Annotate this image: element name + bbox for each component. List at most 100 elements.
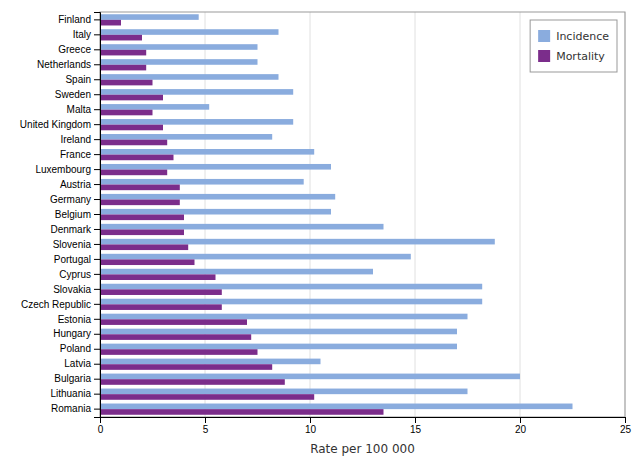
y-tick: Slovakia bbox=[53, 284, 100, 295]
y-tick-line bbox=[94, 169, 100, 170]
x-tick-line bbox=[205, 417, 206, 423]
bar bbox=[100, 409, 384, 415]
bar bbox=[100, 359, 321, 365]
y-tick: Lithuania bbox=[50, 388, 100, 399]
series bbox=[100, 14, 573, 409]
bar bbox=[100, 314, 468, 320]
bar bbox=[100, 140, 167, 146]
x-tick-line bbox=[625, 417, 626, 423]
bar bbox=[100, 194, 335, 200]
x-tick-label: 0 bbox=[98, 424, 104, 435]
bar bbox=[100, 364, 272, 370]
bar bbox=[100, 379, 285, 385]
bar bbox=[100, 389, 468, 395]
bar bbox=[100, 179, 304, 185]
y-tick-label: Netherlands bbox=[37, 59, 91, 70]
bar bbox=[100, 164, 331, 170]
bar bbox=[100, 119, 293, 125]
grid-line bbox=[520, 12, 521, 417]
bar bbox=[100, 344, 457, 350]
y-tick-line bbox=[94, 94, 100, 95]
legend-swatch bbox=[538, 30, 550, 42]
legend-item: Mortality bbox=[538, 50, 605, 63]
bar bbox=[100, 304, 222, 310]
y-tick-line bbox=[94, 259, 100, 260]
bar bbox=[100, 374, 520, 380]
x-tick-label: 5 bbox=[203, 424, 209, 435]
y-tick: Germany bbox=[50, 194, 100, 205]
bar bbox=[100, 185, 180, 191]
x-tick: 25 bbox=[620, 417, 632, 435]
y-tick-line bbox=[94, 184, 100, 185]
bar bbox=[100, 215, 184, 221]
y-tick: Netherlands bbox=[37, 59, 100, 70]
bar bbox=[100, 284, 482, 290]
x-axis-title: Rate per 100 000 bbox=[310, 442, 415, 456]
bar bbox=[100, 35, 142, 41]
bar bbox=[100, 50, 146, 56]
y-tick-label: Greece bbox=[58, 44, 91, 55]
bar bbox=[100, 149, 314, 155]
y-tick-label: Austria bbox=[60, 179, 92, 190]
y-tick-line bbox=[94, 124, 100, 125]
y-tick-line bbox=[94, 79, 100, 80]
y-tick-label: Romania bbox=[51, 403, 91, 414]
bar bbox=[100, 269, 373, 275]
bar bbox=[100, 259, 195, 265]
bar bbox=[100, 80, 153, 86]
y-tick-line bbox=[94, 34, 100, 35]
bar bbox=[100, 59, 258, 65]
bar bbox=[100, 274, 216, 280]
y-tick-label: Ireland bbox=[60, 134, 91, 145]
bar bbox=[100, 244, 188, 250]
y-tick-label: Estonia bbox=[58, 314, 92, 325]
legend-box bbox=[530, 20, 617, 72]
bar bbox=[100, 229, 184, 235]
y-tick-line bbox=[94, 379, 100, 380]
y-tick: Slovenia bbox=[53, 239, 100, 250]
x-tick: 20 bbox=[515, 417, 527, 435]
y-tick-line bbox=[94, 154, 100, 155]
y-tick: Bulgaria bbox=[54, 373, 100, 384]
legend-swatch bbox=[538, 50, 550, 62]
y-tick-line bbox=[94, 349, 100, 350]
y-tick-line bbox=[94, 319, 100, 320]
y-tick-line bbox=[94, 394, 100, 395]
y-tick-line bbox=[94, 109, 100, 110]
y-tick-line bbox=[94, 199, 100, 200]
y-tick-line bbox=[94, 19, 100, 20]
y-tick-label: Hungary bbox=[53, 328, 91, 339]
y-tick-line bbox=[94, 364, 100, 365]
y-tick-label: Slovakia bbox=[53, 284, 91, 295]
y-tick: Finland bbox=[58, 14, 100, 25]
y-tick: Greece bbox=[58, 44, 100, 55]
y-tick-label: Lithuania bbox=[50, 388, 91, 399]
y-tick-label: Denmark bbox=[50, 224, 92, 235]
y-tick: Latvia bbox=[64, 358, 100, 369]
y-tick: Portugal bbox=[54, 254, 100, 265]
bar bbox=[100, 20, 121, 26]
x-axis: 0510152025 bbox=[98, 417, 632, 435]
y-tick-label: France bbox=[60, 149, 92, 160]
x-tick-label: 10 bbox=[305, 424, 317, 435]
x-tick: 5 bbox=[203, 417, 209, 435]
y-tick-line bbox=[94, 214, 100, 215]
bar bbox=[100, 239, 495, 245]
y-tick-line bbox=[94, 64, 100, 65]
y-tick-label: Malta bbox=[67, 104, 92, 115]
y-tick: Malta bbox=[67, 104, 100, 115]
y-tick-line bbox=[94, 274, 100, 275]
x-axis-line bbox=[101, 418, 626, 424]
x-tick-label: 20 bbox=[515, 424, 527, 435]
y-tick: Italy bbox=[73, 29, 100, 40]
bar bbox=[100, 104, 209, 110]
legend-items: IncidenceMortality bbox=[538, 30, 609, 63]
bar bbox=[100, 289, 222, 295]
x-tick: 0 bbox=[98, 417, 104, 435]
chart: 0510152025FinlandItalyGreeceNetherlandsS… bbox=[0, 0, 643, 461]
y-tick: Spain bbox=[65, 74, 100, 85]
y-tick-label: Czech Republic bbox=[21, 299, 91, 310]
y-tick: Belgium bbox=[55, 209, 100, 220]
y-tick: Cyprus bbox=[59, 269, 100, 280]
y-tick-label: Sweden bbox=[55, 89, 91, 100]
